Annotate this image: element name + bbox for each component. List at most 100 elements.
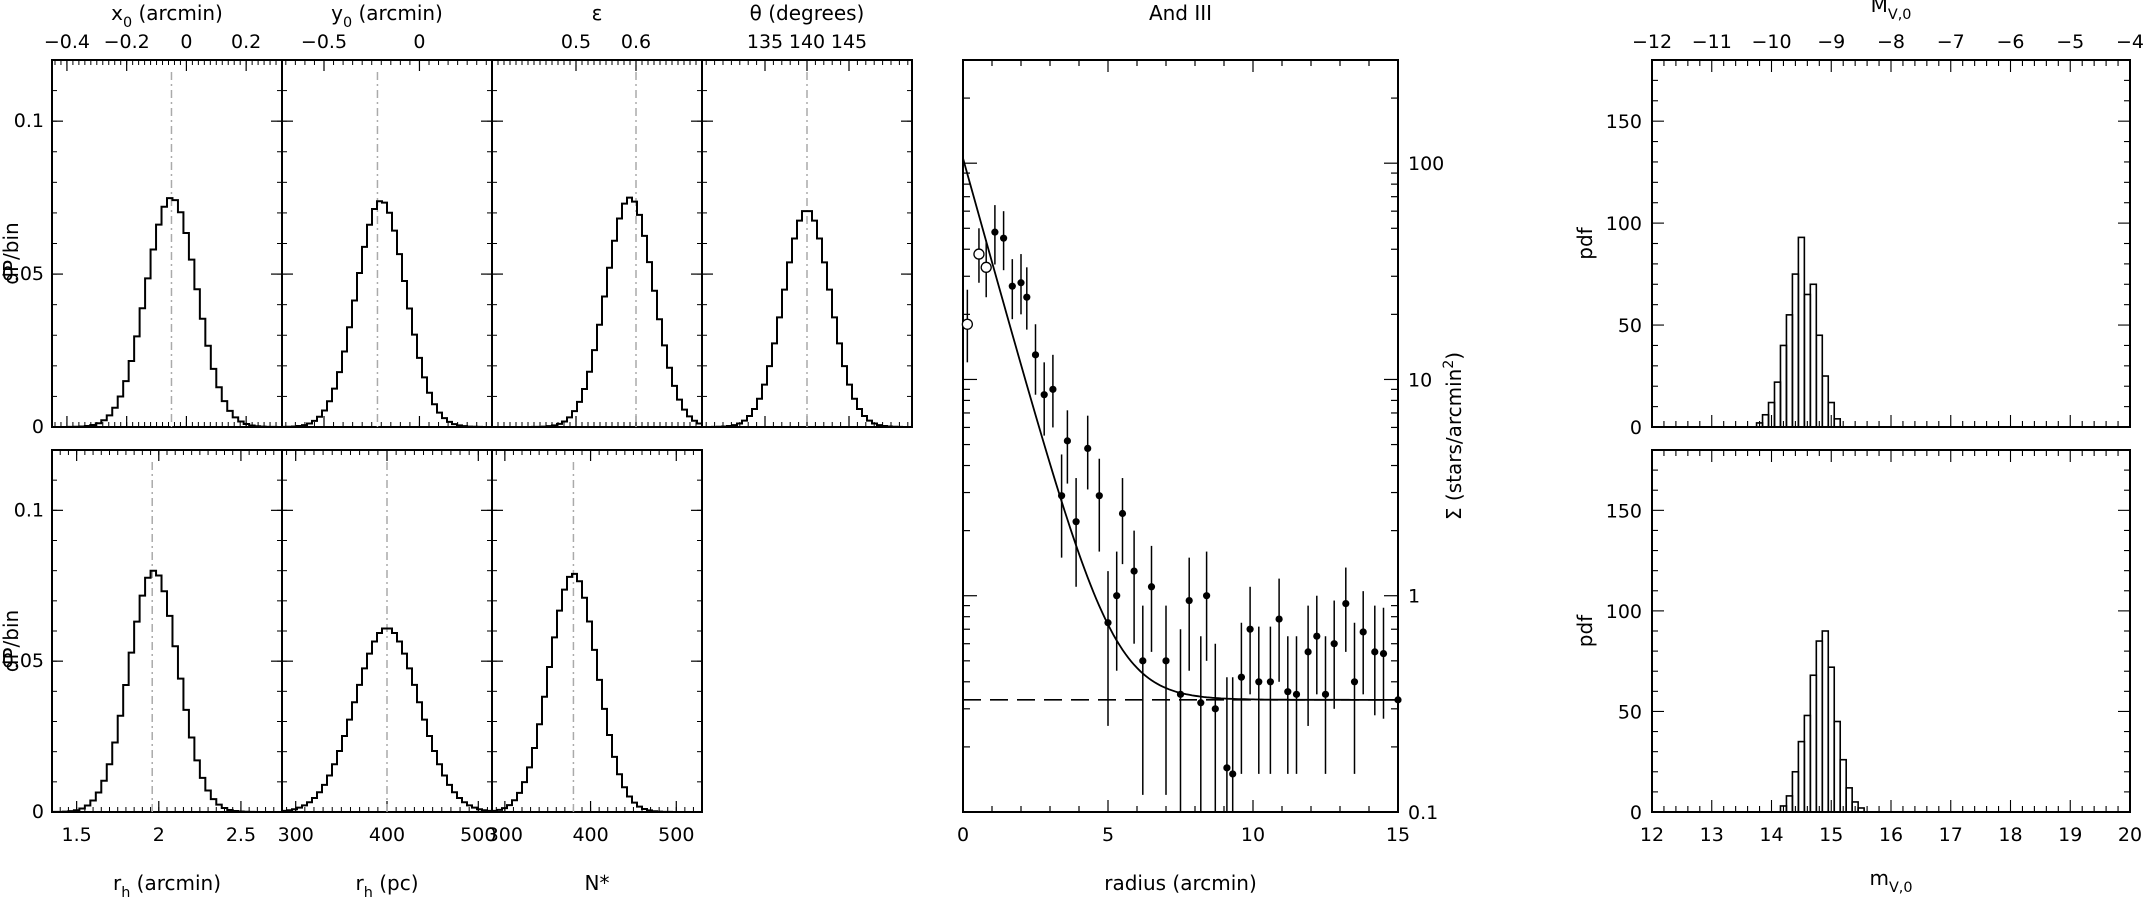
y-axis-label: pdf [1573,614,1597,647]
profile-x-tick-label: 5 [1102,824,1114,846]
histogram-step [52,197,282,428]
y-axis-label: pdf [1573,226,1597,259]
filled-data-point [1118,509,1127,518]
profile-x-tick-label: 10 [1241,824,1265,846]
histogram-bar [1791,273,1800,428]
histogram-bar [1803,714,1812,813]
open-data-point [980,261,992,273]
panel-frame [491,449,703,813]
filled-data-point [1379,650,1388,658]
panel-frame [51,59,283,428]
filled-data-point [1229,770,1237,778]
top-tick-label: 135 [747,31,783,53]
profile-title: And III [1149,1,1212,25]
filled-data-point [1255,678,1263,686]
histogram-bar [1857,807,1865,813]
histogram-bar [1791,770,1800,813]
y-tick-label: 0.05 [2,650,44,672]
top-tick-label: 0 [413,31,425,53]
hist-panel-x0: −0.4 −0.2 0 0.2 0 0.05 0.1 x0 (arcmin) dP/bin [0,1,283,438]
histogram-bar [1833,418,1842,428]
top-tick-label: −7 [1937,31,1965,53]
filled-data-point [991,228,999,236]
top-tick-label: −9 [1817,31,1845,53]
histogram-step [492,572,702,813]
y-tick-label: 0.1 [14,499,44,521]
bottom-axis-label: rh (pc) [355,871,418,899]
bottom-tick-label: 14 [1759,824,1783,846]
y-tick-label: 0 [32,416,44,438]
top-tick-label: 0.6 [621,31,651,53]
bottom-tick-label: 13 [1700,824,1724,846]
bottom-tick-label: 18 [1998,824,2022,846]
filled-data-point [1275,615,1283,623]
filled-data-point [1342,599,1350,608]
histogram-bar [1809,283,1818,428]
bottom-tick-label: 16 [1879,824,1903,846]
y-tick-label: 0.1 [14,110,44,132]
mag-panel-mV: 0 50 100 150 pdf 12 13 14 15 16 17 18 19 20 mV,0 [1573,449,2142,896]
filled-data-point [1223,764,1231,772]
filled-data-point [1176,690,1185,698]
filled-data-point [1321,690,1330,698]
y-tick-label: 100 [1606,213,1642,235]
filled-data-point [1292,690,1301,698]
histogram-bar [1803,293,1812,428]
bottom-tick-label: 2 [153,824,165,846]
y-tick-label: 50 [1618,315,1642,337]
filled-data-point [1197,699,1205,707]
bottom-tick-label: 12 [1640,824,1664,846]
top-tick-label: 0.2 [231,31,261,53]
filled-data-point [1246,625,1254,633]
mag-panel-MV: 0 50 100 150 pdf −12 −11 −10 −9 −8 −7 −6 −5 −4 MV,0 [1573,0,2144,439]
hist-panel-theta: 135 140 145 θ (degrees) [701,1,913,428]
magnitude-pdf-plots: 0 50 100 150 pdf −12 −11 −10 −9 −8 −7 −6 −5 −4 MV,0 0 50… [1573,0,2144,896]
profile-xlabel: radius (arcmin) [1104,871,1257,895]
filled-data-point [1000,234,1008,242]
top-axis-label: MV,0 [1871,0,1912,23]
bottom-axis-label: rh (arcmin) [113,871,221,899]
panel-frame [51,449,283,813]
top-tick-label: 145 [831,31,867,53]
histogram-step [492,196,702,428]
profile-y-tick-label: 0.1 [1408,802,1438,824]
top-tick-label: −4 [2116,31,2144,53]
filled-data-point [1084,444,1092,452]
profile-ylabel: Σ (stars/arcmin2) [1441,352,1466,520]
histogram-bar [1827,401,1836,428]
top-tick-label: −0.4 [44,31,90,53]
histogram-bar [1845,787,1853,813]
hist-panel-rh_arcmin: 1.5 2 2.5 0 0.05 0.1 rh (arcmin) dP/bin [0,449,283,899]
posterior-histograms: −0.4 −0.2 0 0.200.050.1x0 (arcmin)dP/bin−0.… [0,1,913,899]
histogram-step [282,627,492,812]
y-axis-label: dP/bin [0,222,23,284]
filled-data-point [1017,279,1025,287]
bottom-tick-label: 19 [2058,824,2082,846]
filled-data-point [1266,678,1274,686]
bottom-tick-label: 400 [369,824,405,846]
filled-data-point [1040,391,1048,399]
top-tick-label: 0.5 [561,31,591,53]
histogram-bar [1761,413,1770,428]
filled-data-point [1185,596,1193,605]
bottom-tick-label: 300 [278,824,314,846]
bottom-axis-label: mV,0 [1869,866,1912,896]
y-tick-label: 0 [1630,802,1642,824]
bottom-tick-label: 500 [658,824,694,846]
hist-panel-nstar: 300 400 500 N* [487,449,703,895]
profile-y-tick-label: 10 [1408,369,1432,391]
bottom-tick-label: 400 [572,824,608,846]
profile-y-tick-label: 100 [1408,153,1444,175]
panel-frame [1651,59,2131,428]
histogram-bar [1815,640,1824,813]
histogram-bar [1785,795,1794,813]
filled-data-point [1350,678,1359,686]
top-tick-label: −10 [1751,31,1791,53]
y-axis-label: dP/bin [0,610,23,672]
bottom-tick-label: 1.5 [62,824,92,846]
y-tick-label: 0 [32,801,44,823]
profile-x-tick-label: 15 [1386,824,1410,846]
filled-data-point [1008,282,1016,290]
histogram-bar [1851,801,1859,813]
filled-data-point [1104,619,1112,627]
